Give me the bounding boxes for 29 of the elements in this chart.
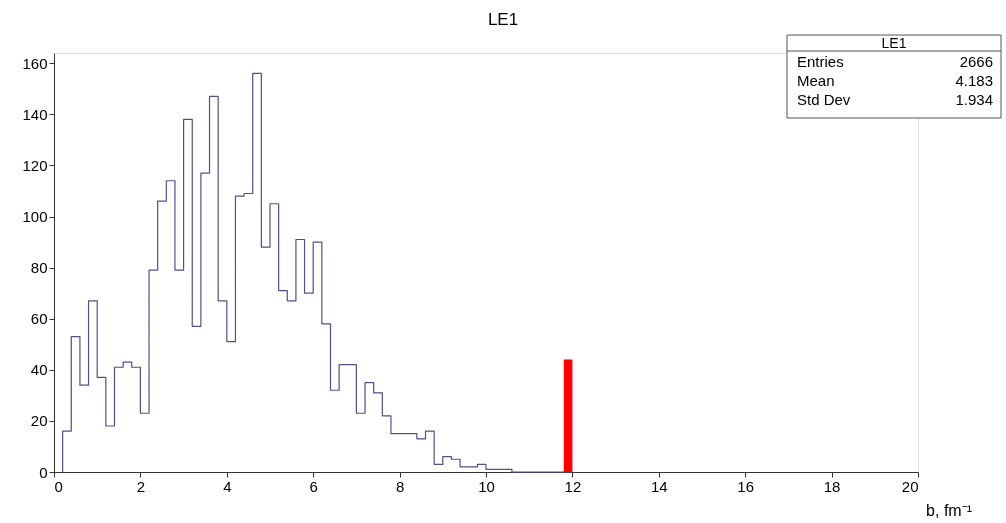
annotation: Std Dev (797, 91, 851, 108)
text: LE1 (881, 35, 907, 51)
x-tick-label: 18 (823, 477, 841, 495)
y-tick-label: 20 (30, 412, 48, 430)
y-tick-label: 0 (39, 463, 48, 481)
x-axis-title: b, fm⁻¹ (926, 502, 972, 519)
text: 2666 (959, 53, 993, 70)
x-tick-label: 14 (650, 477, 668, 495)
chart-title: LE1 (487, 10, 519, 29)
y-tick-label: 160 (22, 54, 48, 72)
y-tick-label: 100 (22, 208, 48, 226)
x-tick-label: 12 (564, 477, 582, 495)
y-tick-label: 80 (30, 259, 48, 277)
x-tick-label: 10 (478, 477, 495, 495)
x-tick-label: 16 (737, 477, 755, 495)
text: 4.183 (955, 72, 993, 89)
x-tick-label: 8 (395, 477, 405, 495)
y-tick-label: 60 (30, 310, 48, 328)
y-tick-label: 140 (22, 105, 48, 123)
text: 1.934 (955, 91, 993, 108)
x-tick-label: 20 (901, 477, 919, 495)
y-tick-label: 120 (22, 156, 48, 174)
y-tick-label: 40 (30, 361, 48, 379)
x-tick-label: 0 (54, 477, 63, 495)
annotation: Entries (797, 53, 844, 70)
x-tick-label: 6 (309, 477, 318, 495)
x-tick-label: 4 (223, 477, 232, 495)
x-tick-label: 2 (136, 477, 146, 495)
annotation: Mean (797, 72, 835, 89)
